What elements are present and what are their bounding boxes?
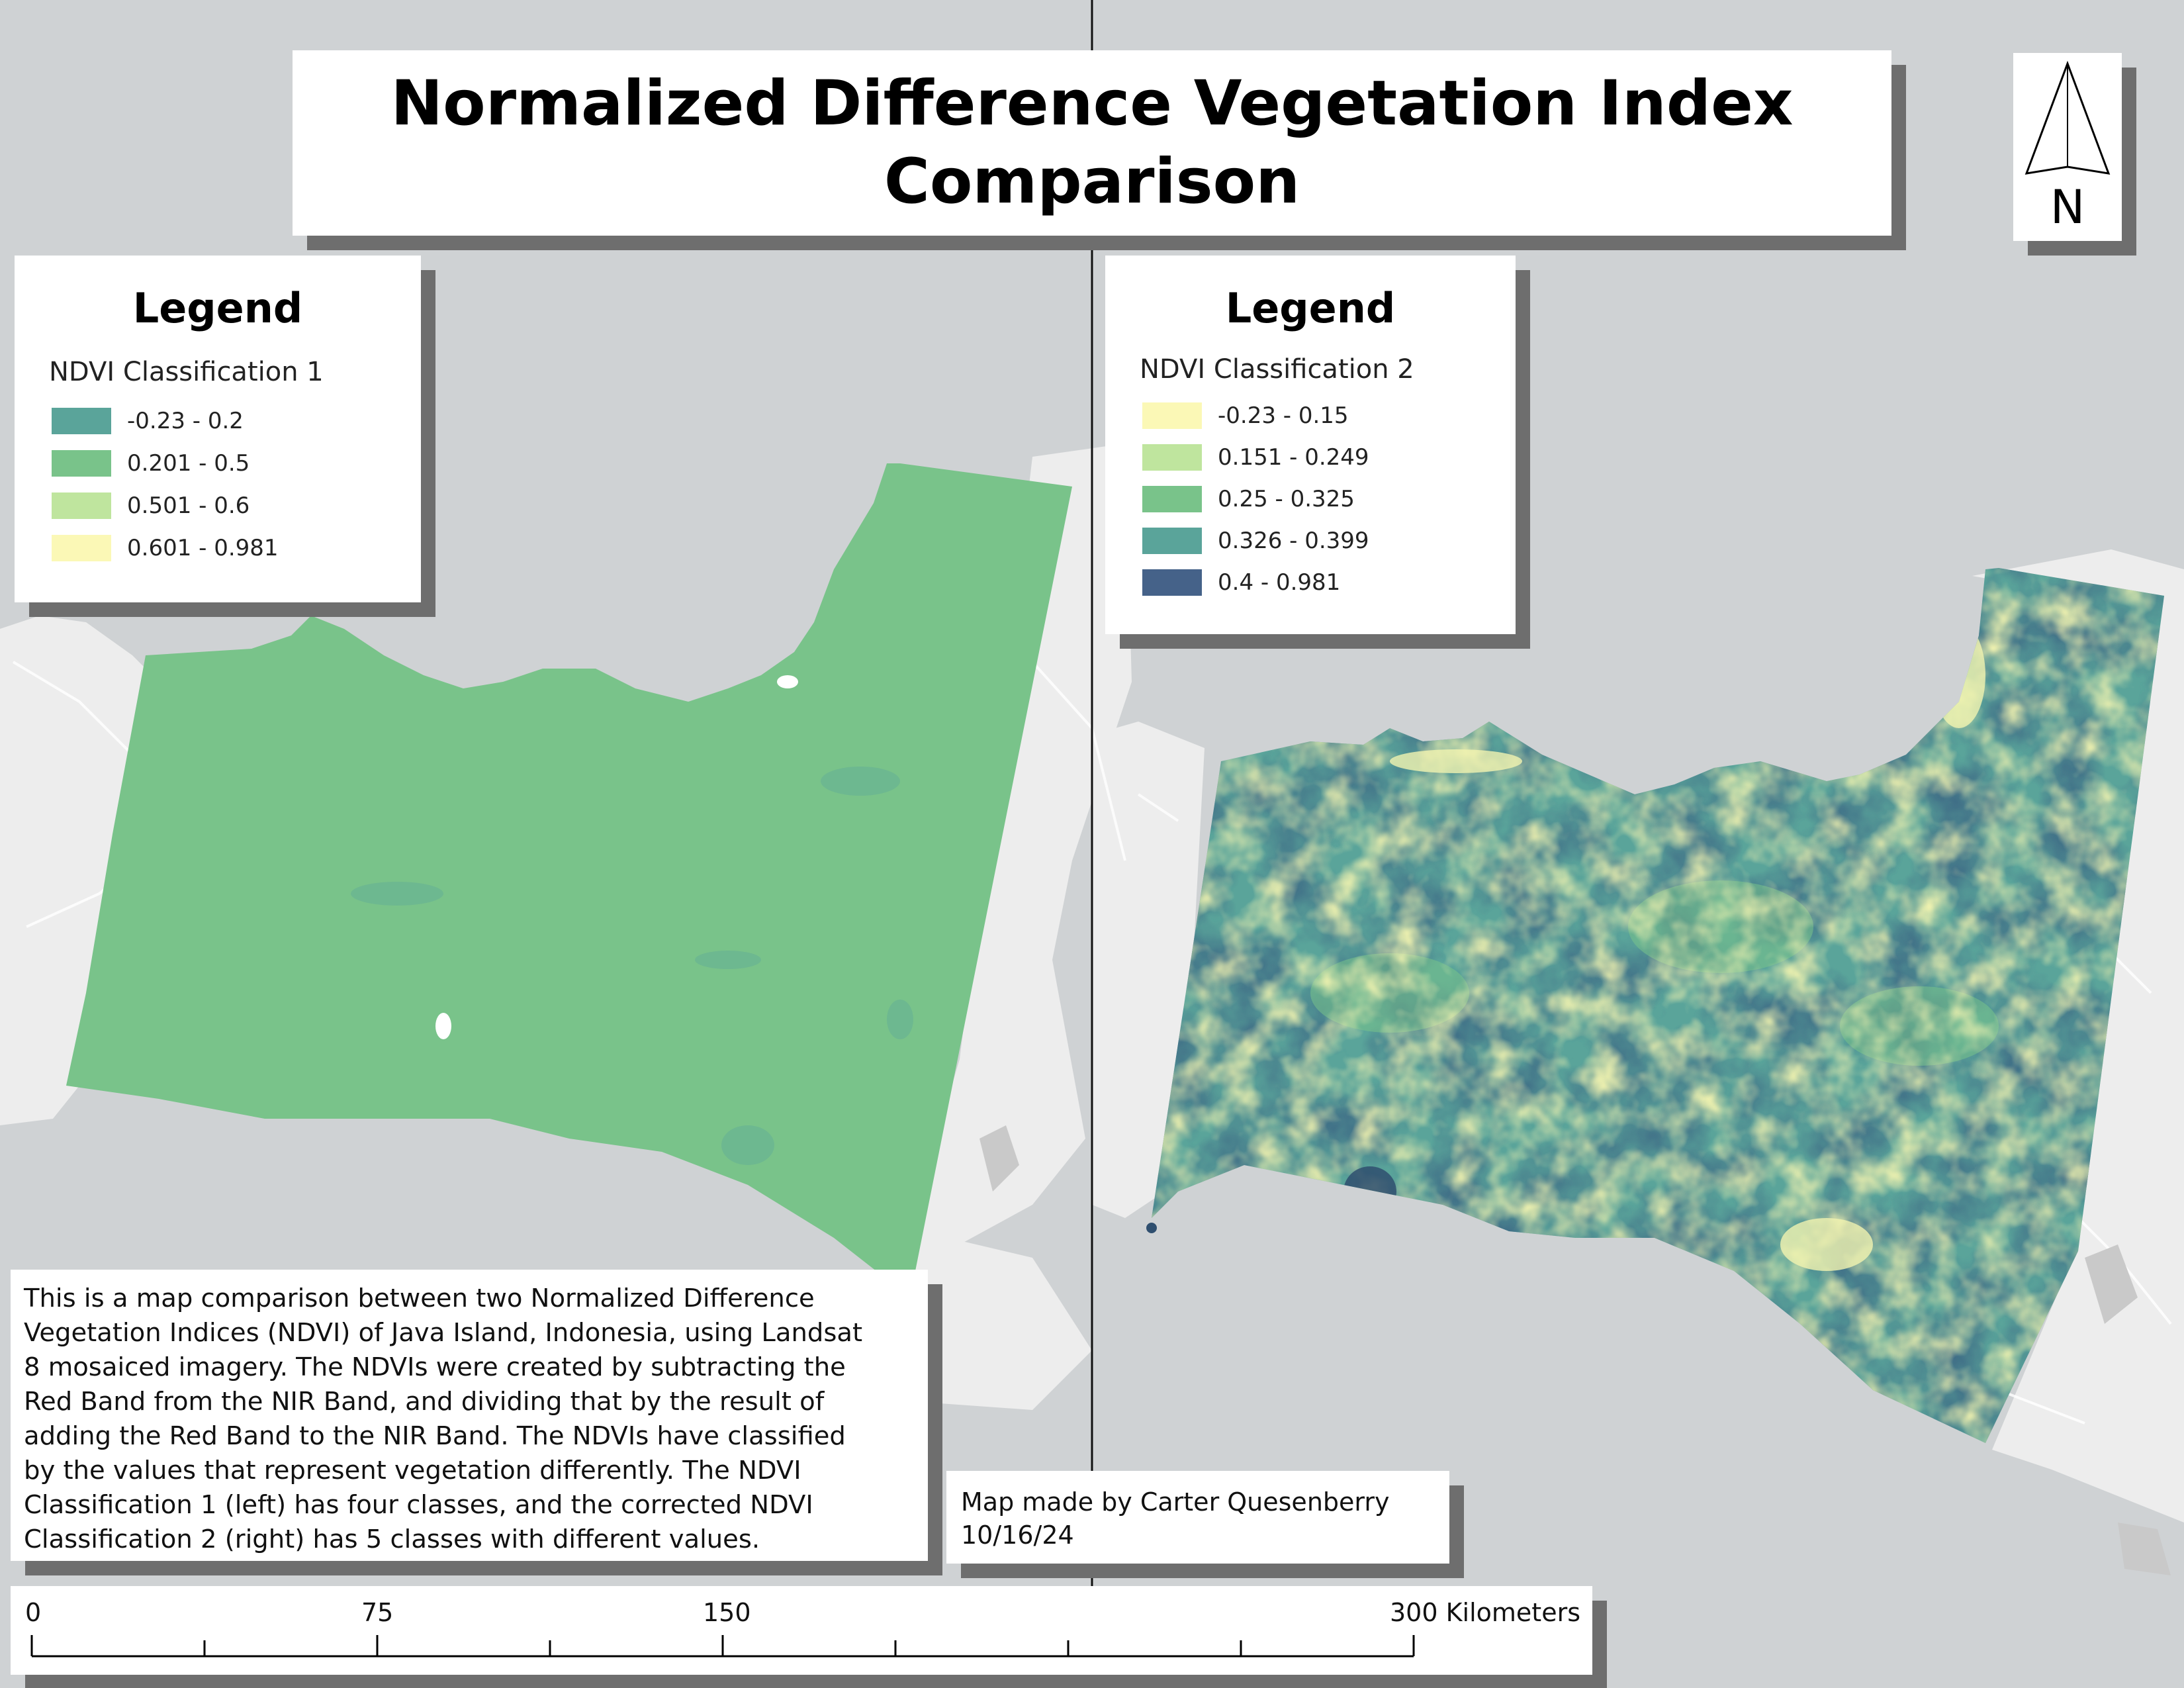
legend-label: -0.23 - 0.2 [127,408,244,434]
legend-label: 0.201 - 0.5 [127,450,250,477]
legend-row: 0.25 - 0.325 [1142,478,1516,520]
description-line: by the values that represent vegetation … [24,1456,801,1485]
legend-label: -0.23 - 0.15 [1218,402,1349,429]
legend-swatch [1142,402,1202,429]
legend-label: 0.25 - 0.325 [1218,485,1355,512]
legend-left: Legend NDVI Classification 1 -0.23 - 0.2… [15,256,421,602]
legend-right: Legend NDVI Classification 2 -0.23 - 0.1… [1105,256,1516,634]
description-line: Red Band from the NIR Band, and dividing… [24,1387,825,1417]
legend-row: -0.23 - 0.15 [1142,395,1516,436]
legend-label: 0.501 - 0.6 [127,492,250,519]
north-arrow-icon [2025,60,2111,175]
description-line: 8 mosaiced imagery. The NDVIs were creat… [24,1352,846,1382]
scale-bar-box: 0 75 150 300 Kilometers [11,1586,1592,1675]
legend-swatch [52,492,111,519]
legend-swatch [52,408,111,434]
legend-row: -0.23 - 0.2 [52,400,421,442]
legend-swatch [52,535,111,561]
legend-row: 0.501 - 0.6 [52,485,421,527]
north-arrow-box: N [2013,53,2122,241]
scale-label-300: 300 Kilometers [1390,1598,1580,1627]
ndvi-raster-left [66,463,1072,1297]
legend-swatch [1142,527,1202,554]
legend-right-title: Legend [1225,284,1396,332]
legend-row: 0.4 - 0.981 [1142,561,1516,603]
legend-left-title: Legend [132,284,303,332]
urban-patches [979,1125,2171,1575]
map-title-line-2: Comparison [884,146,1300,218]
description-line: Classification 1 (left) has four classes… [24,1490,813,1520]
credit-date: 10/16/24 [961,1521,1074,1550]
legend-label: 0.601 - 0.981 [127,535,279,561]
legend-row: 0.151 - 0.249 [1142,436,1516,478]
description-text: This is a map comparison between two Nor… [11,1270,928,1557]
ndvi-raster-right [1152,568,2164,1443]
description-line: Classification 2 (right) has 5 classes w… [24,1524,760,1554]
description-line: This is a map comparison between two Nor… [24,1284,815,1313]
description-line: adding the Red Band to the NIR Band. The… [24,1421,846,1451]
legend-swatch [1142,444,1202,471]
credit-author: Map made by Carter Quesenberry [961,1487,1390,1517]
description-line: Vegetation Indices (NDVI) of Java Island… [24,1318,863,1348]
legend-swatch [52,450,111,477]
legend-right-subtitle: NDVI Classification 2 [1140,354,1414,385]
description-box: This is a map comparison between two Nor… [11,1270,928,1561]
legend-label: 0.4 - 0.981 [1218,569,1341,596]
legend-swatch [1142,485,1202,512]
legend-row: 0.201 - 0.5 [52,442,421,485]
legend-label: 0.151 - 0.249 [1218,444,1369,471]
legend-row: 0.326 - 0.399 [1142,520,1516,561]
map-title-box: Normalized Difference Vegetation Index C… [293,50,1891,236]
scale-bar-graphic [30,1635,1415,1658]
north-label: N [2050,180,2085,234]
legend-left-subtitle: NDVI Classification 1 [49,357,324,387]
scale-label-150: 150 [703,1598,751,1627]
map-title-line-1: Normalized Difference Vegetation Index [390,68,1794,140]
scale-label-0: 0 [25,1598,42,1627]
credit-box: Map made by Carter Quesenberry 10/16/24 [946,1471,1449,1564]
legend-swatch [1142,569,1202,596]
scale-label-75: 75 [361,1598,394,1627]
legend-row: 0.601 - 0.981 [52,527,421,569]
legend-label: 0.326 - 0.399 [1218,527,1369,554]
